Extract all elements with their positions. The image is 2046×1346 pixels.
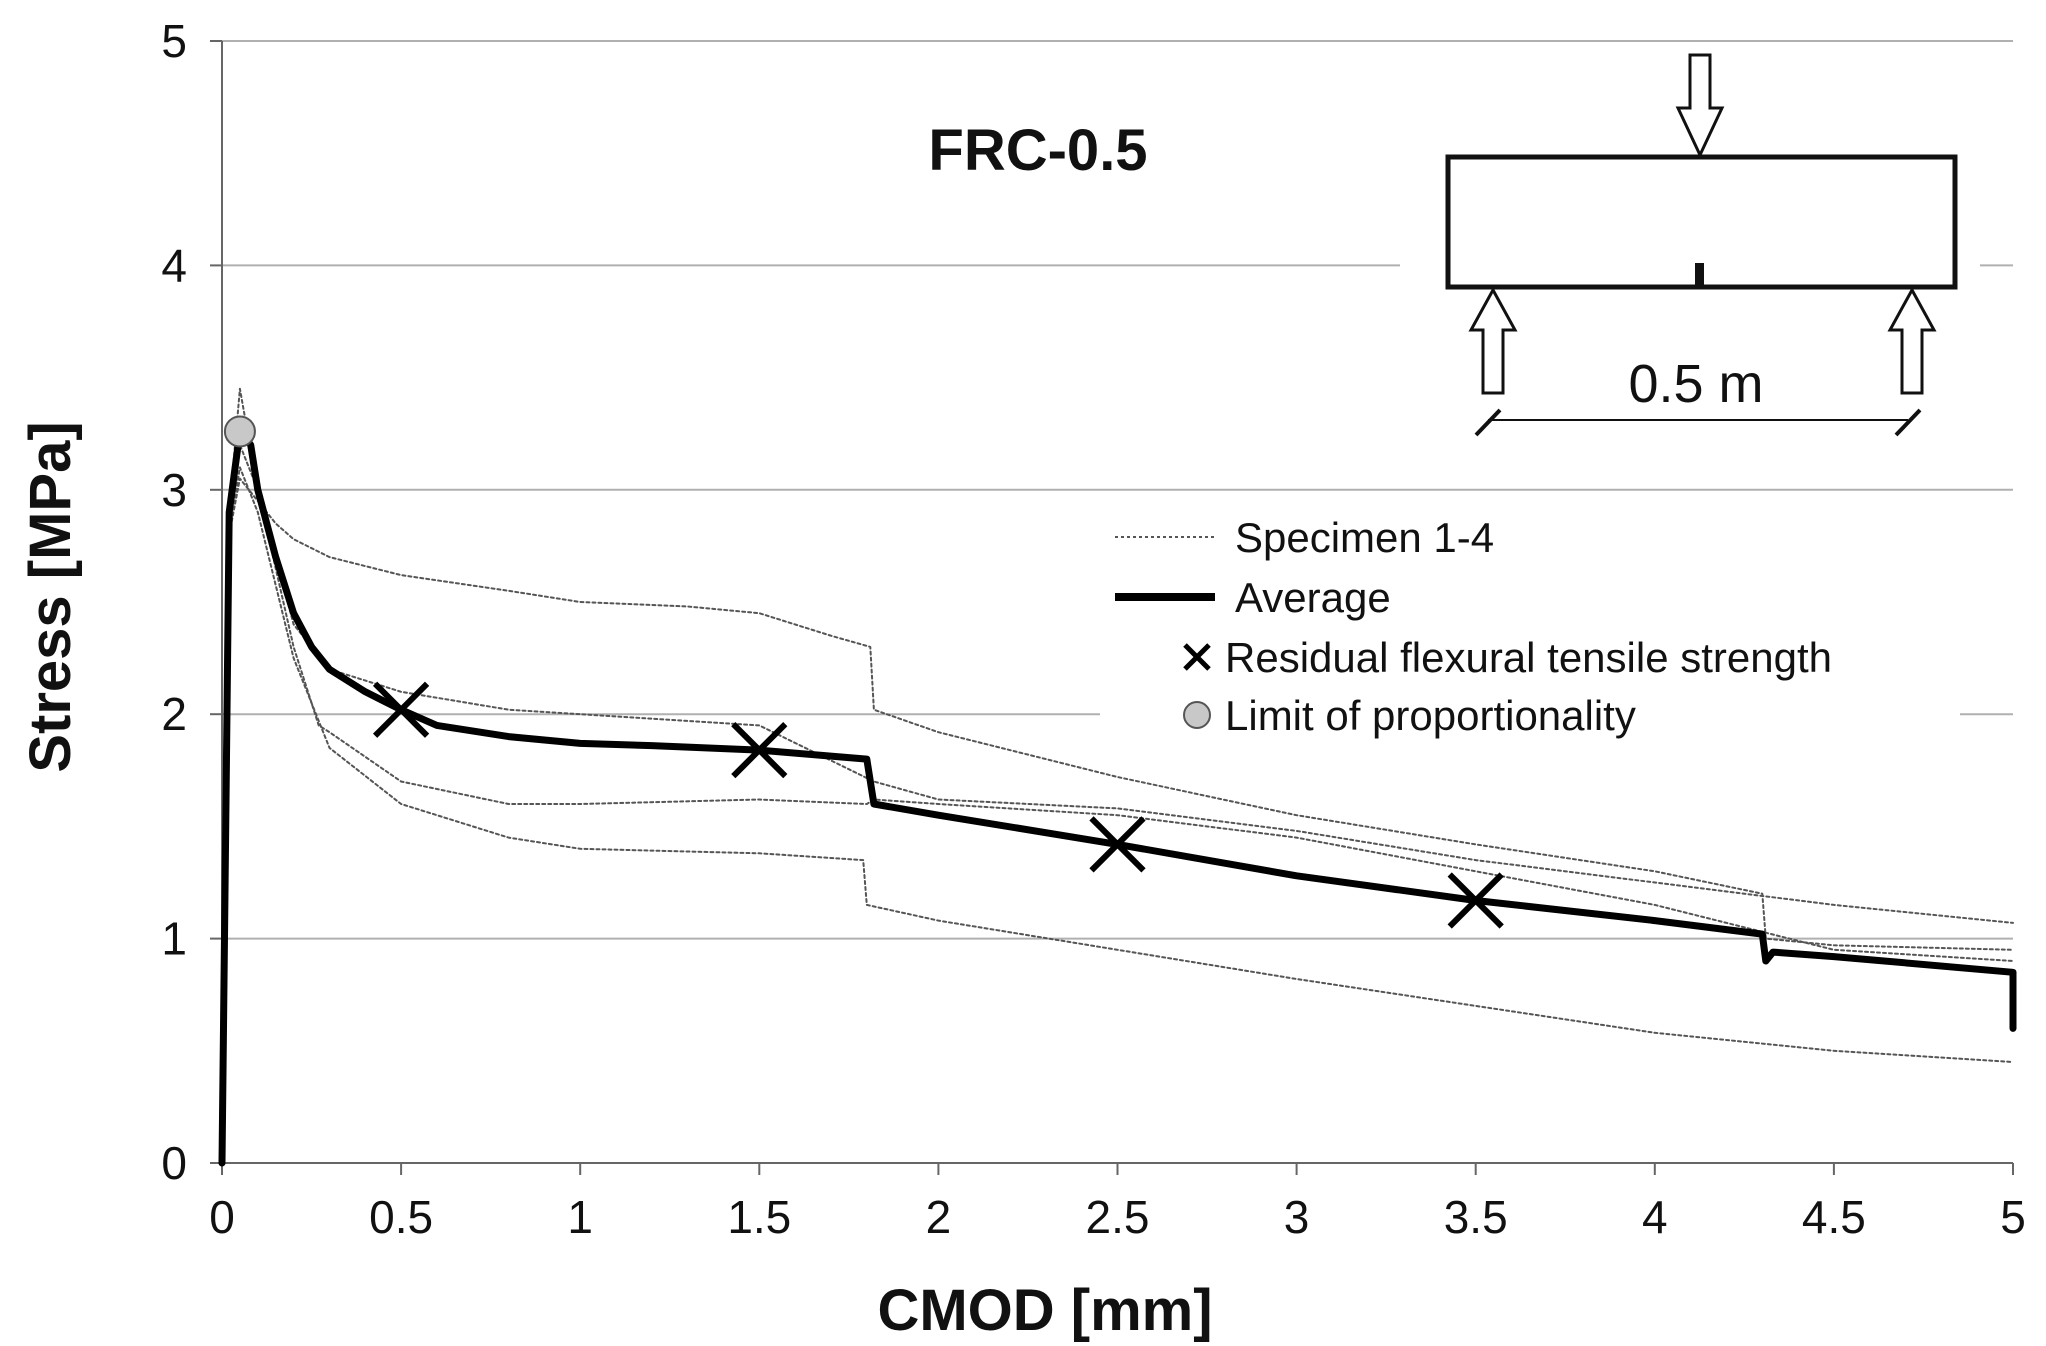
legend-label-lop: Limit of proportionality bbox=[1225, 692, 1636, 739]
x-tick-label-6: 3 bbox=[1284, 1191, 1310, 1243]
residual-marker-stroke-b-2 bbox=[1089, 816, 1146, 873]
y-tick-label-4: 4 bbox=[161, 239, 187, 291]
x-tick-label-7: 3.5 bbox=[1444, 1191, 1508, 1243]
series-line-specimen-4 bbox=[221, 466, 2014, 1164]
left-support-arrow-icon bbox=[1468, 286, 1518, 395]
series-lines bbox=[218, 387, 2017, 1167]
y-tick-label-5: 5 bbox=[161, 15, 187, 67]
legend-label-average: Average bbox=[1235, 574, 1391, 621]
residual-strength-marker-1 bbox=[731, 721, 788, 779]
series-line-specimen-1 bbox=[221, 477, 2014, 1164]
span-tick-right bbox=[1894, 408, 1922, 437]
x-tick-label-10: 5 bbox=[2000, 1191, 2026, 1243]
residual-strength-marker-2 bbox=[1089, 816, 1146, 873]
legend-swatch-x-marker-icon bbox=[1183, 643, 1211, 671]
residual-strength-marker-3 bbox=[1447, 872, 1504, 929]
residual-strength-marker-0 bbox=[372, 681, 430, 738]
y-axis-title: Stress [MPa] bbox=[18, 421, 83, 772]
notch bbox=[1695, 263, 1704, 287]
y-tick-label-2: 2 bbox=[161, 688, 187, 740]
load-arrow-icon bbox=[1675, 53, 1725, 159]
legend-label-specimen: Specimen 1-4 bbox=[1235, 514, 1494, 561]
legend-swatch-circle-icon bbox=[1183, 701, 1211, 729]
legend: Specimen 1-4 Average Residual flexural t… bbox=[1100, 505, 1960, 755]
beam-schematic: 0.5 m bbox=[1400, 53, 1980, 437]
x-tick-label-8: 4 bbox=[1642, 1191, 1668, 1243]
x-tick-label-0: 0 bbox=[209, 1191, 235, 1243]
x-tick-label-5: 2.5 bbox=[1086, 1191, 1150, 1243]
residual-marker-stroke-b-0 bbox=[372, 681, 430, 738]
markers bbox=[223, 415, 1504, 929]
limit-of-proportionality-point bbox=[223, 415, 256, 448]
y-tick-label-1: 1 bbox=[161, 913, 187, 965]
x-axis-title: CMOD [mm] bbox=[877, 1278, 1212, 1343]
residual-marker-stroke-b-1 bbox=[731, 721, 788, 779]
legend-label-residual: Residual flexural tensile strength bbox=[1225, 634, 1832, 681]
right-support-arrow-icon bbox=[1887, 286, 1937, 395]
series-line-specimen-2 bbox=[221, 387, 2014, 1164]
axes: 0 1 2 3 4 5 0 0.5 1 1.5 2 2.5 3 3.5 4 4.5 5 bbox=[161, 15, 2025, 1243]
legend-background bbox=[1100, 505, 1960, 755]
series-line-average bbox=[218, 428, 2017, 1167]
chart-title: FRC-0.5 bbox=[928, 118, 1147, 183]
x-tick-label-4: 2 bbox=[926, 1191, 952, 1243]
y-tick-label-0: 0 bbox=[161, 1137, 187, 1189]
span-label: 0.5 m bbox=[1628, 354, 1763, 414]
x-tick-label-3: 1.5 bbox=[727, 1191, 791, 1243]
y-tick-label-3: 3 bbox=[161, 464, 187, 516]
x-tick-label-9: 4.5 bbox=[1802, 1191, 1866, 1243]
residual-marker-stroke-b-3 bbox=[1447, 872, 1504, 929]
span-tick-left bbox=[1474, 408, 1502, 437]
x-tick-label-1: 0.5 bbox=[369, 1191, 433, 1243]
x-tick-label-2: 1 bbox=[567, 1191, 593, 1243]
